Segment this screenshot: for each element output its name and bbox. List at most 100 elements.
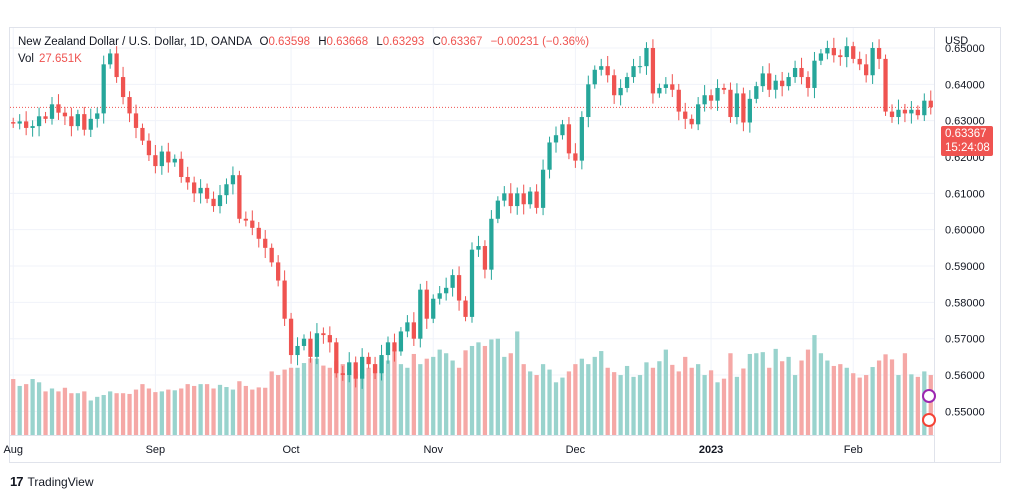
volume-bar bbox=[237, 381, 242, 435]
event-marker-icon[interactable] bbox=[922, 389, 936, 403]
candle-body bbox=[36, 116, 42, 127]
low-value: 0.63293 bbox=[382, 36, 425, 48]
volume-bar bbox=[831, 365, 836, 435]
candle-body bbox=[450, 275, 455, 288]
volume-bar bbox=[411, 353, 416, 435]
low-label: L bbox=[376, 36, 383, 48]
candle-body bbox=[534, 191, 539, 208]
candle-body bbox=[49, 104, 55, 119]
volume-bar bbox=[586, 364, 591, 435]
volume-bars bbox=[11, 331, 933, 435]
volume-bar bbox=[715, 382, 720, 435]
candle-body bbox=[708, 95, 714, 101]
candle-body bbox=[217, 195, 223, 207]
candle-body bbox=[198, 187, 203, 194]
volume-bar bbox=[327, 367, 332, 435]
candle-body bbox=[805, 77, 811, 88]
volume-bar bbox=[114, 393, 119, 435]
volume-bar bbox=[456, 367, 462, 435]
candle-body bbox=[360, 356, 365, 379]
last-price-value: 0.63367 bbox=[945, 128, 987, 140]
candle-body bbox=[424, 289, 429, 319]
volume-bar bbox=[818, 353, 824, 435]
volume-bar bbox=[127, 393, 132, 435]
candle-body bbox=[133, 113, 139, 128]
volume-bar bbox=[689, 367, 694, 435]
candle-body bbox=[385, 342, 391, 356]
brand[interactable]: 17 TradingView bbox=[10, 474, 94, 489]
candle-body bbox=[469, 249, 475, 317]
candle-body bbox=[444, 287, 449, 294]
candle-body bbox=[405, 322, 410, 332]
time-tick-label: Aug bbox=[3, 444, 23, 456]
volume-bar bbox=[605, 367, 610, 435]
candle-body bbox=[521, 193, 526, 205]
volume-bar bbox=[786, 356, 791, 435]
candle-body bbox=[379, 355, 384, 374]
volume-bar bbox=[276, 375, 281, 435]
volume-bar bbox=[69, 393, 74, 435]
candle-body bbox=[243, 218, 248, 221]
candle-body bbox=[172, 158, 177, 163]
candle-body bbox=[353, 362, 358, 379]
volume-bar bbox=[883, 354, 888, 435]
volume-bar bbox=[922, 371, 927, 435]
time-tick-label: Sep bbox=[146, 444, 166, 456]
candle-body bbox=[295, 345, 300, 356]
candle-body bbox=[288, 318, 294, 356]
volume-bar bbox=[360, 369, 365, 435]
candle-body bbox=[301, 338, 307, 346]
flag-marker-icon[interactable] bbox=[922, 413, 936, 427]
time-axis-line bbox=[9, 435, 935, 436]
volume-bar bbox=[534, 375, 539, 435]
volume-legend: Vol 27.651K bbox=[18, 53, 82, 65]
price-tick-label: 0.63000 bbox=[945, 116, 985, 128]
volume-bar bbox=[198, 384, 203, 435]
price-tick-label: 0.60000 bbox=[945, 225, 985, 237]
candle-body bbox=[321, 333, 326, 336]
volume-bar bbox=[30, 379, 35, 435]
volume-bar bbox=[754, 353, 759, 435]
candle-body bbox=[56, 104, 61, 113]
volume-bar bbox=[637, 375, 643, 435]
price-tick-label: 0.57000 bbox=[945, 334, 985, 346]
volume-bar bbox=[301, 363, 307, 435]
volume-bar bbox=[282, 369, 287, 435]
volume-bar bbox=[780, 361, 785, 435]
candle-body bbox=[728, 89, 733, 118]
currency-label[interactable]: USD bbox=[945, 35, 969, 47]
candle-body bbox=[372, 364, 378, 374]
volume-bar bbox=[250, 389, 255, 435]
candle-body bbox=[876, 47, 882, 59]
volume-bar bbox=[418, 364, 423, 435]
candle-body bbox=[889, 111, 895, 118]
price-tick-label: 0.55000 bbox=[945, 406, 985, 418]
time-axis-labels: Aug Sep Oct Nov Dec 2023 Feb bbox=[3, 444, 862, 456]
volume-bar bbox=[741, 368, 746, 435]
volume-bar bbox=[663, 349, 668, 435]
volume-bar bbox=[721, 378, 727, 435]
candle-body bbox=[179, 158, 184, 177]
volume-bar bbox=[353, 371, 358, 435]
time-tick-label: 2023 bbox=[699, 444, 723, 456]
volume-bar bbox=[696, 364, 701, 435]
candle-body bbox=[618, 87, 623, 96]
volume-bar bbox=[56, 391, 61, 435]
volume-bar bbox=[728, 353, 733, 435]
volume-value: 27.651K bbox=[39, 53, 82, 65]
candle-body bbox=[508, 193, 513, 207]
volume-bar bbox=[844, 367, 849, 435]
candle-body bbox=[127, 97, 132, 114]
volume-bar bbox=[133, 389, 139, 435]
volume-bar bbox=[295, 367, 300, 435]
candle-body bbox=[250, 220, 255, 228]
candle-body bbox=[62, 112, 68, 117]
candle-body bbox=[398, 331, 404, 352]
candle-body bbox=[418, 289, 423, 339]
volume-bar bbox=[851, 373, 856, 435]
volume-bar bbox=[230, 389, 236, 435]
volume-bar bbox=[495, 338, 500, 435]
candle-body bbox=[88, 118, 93, 130]
volume-bar bbox=[631, 376, 636, 435]
